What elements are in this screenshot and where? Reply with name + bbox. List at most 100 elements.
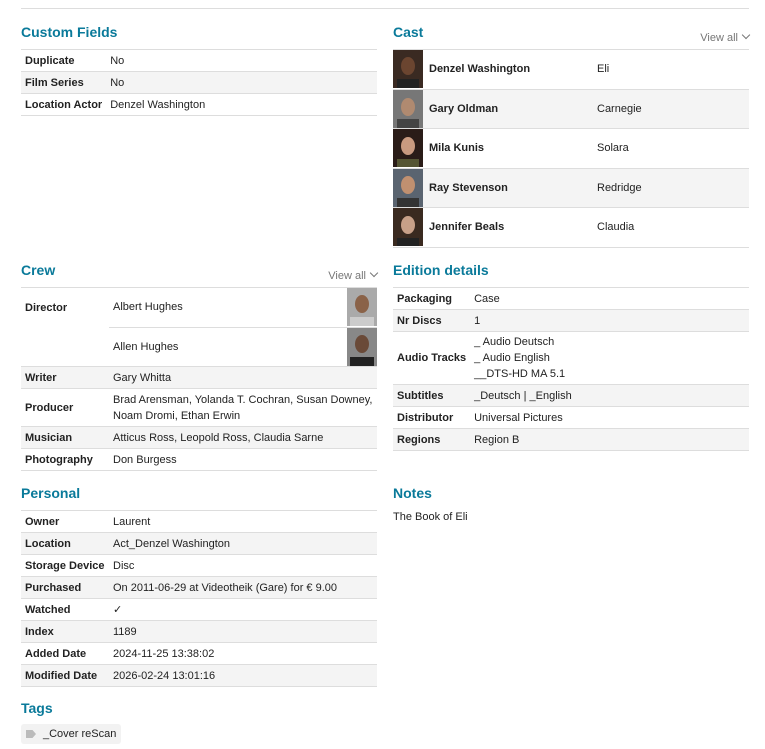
field-label: Packaging — [393, 287, 471, 310]
section-title: Cast — [393, 24, 424, 40]
field-label: Location — [21, 532, 109, 555]
table-row: Musician Atticus Ross, Leopold Ross, Clau… — [21, 426, 377, 449]
field-value[interactable]: Atticus Ross, Leopold Ross, Claudia Sarn… — [109, 426, 377, 449]
section-title: Crew — [21, 262, 56, 278]
actor-photo — [393, 208, 423, 247]
notes-section: Notes The Book of Eli — [393, 483, 749, 523]
field-value: _Deutsch | _English — [470, 384, 749, 407]
field-value: _ Audio Deutsch _ Audio English __DTS-HD M… — [470, 331, 749, 385]
table-row: Regions Region B — [393, 428, 749, 451]
table-row: Subtitles _Deutsch | _English — [393, 384, 749, 407]
cast-row[interactable]: Denzel Washington Eli — [393, 49, 749, 90]
cast-view-all-button[interactable]: View all — [700, 28, 751, 48]
tag-chip[interactable]: _Cover reScan — [21, 724, 122, 744]
cast-row[interactable]: Jennifer Beals Claudia — [393, 207, 749, 248]
field-value: On 2011-06-29 at Videotheik (Gare) for €… — [109, 576, 377, 599]
field-label: Location Actor — [21, 93, 107, 116]
field-label: Film Series — [21, 71, 107, 94]
field-label: Owner — [21, 510, 109, 533]
cast-row[interactable]: Gary Oldman Carnegie — [393, 89, 749, 129]
field-value: Act_Denzel Washington — [109, 532, 377, 555]
crew-section: Crew View all Director Albert Hughes Alle… — [21, 260, 379, 471]
field-value: No — [106, 49, 377, 72]
tag-label: _Cover reScan — [43, 728, 117, 740]
cast-row[interactable]: Mila Kunis Solara — [393, 128, 749, 169]
character-name: Solara — [593, 128, 749, 169]
audio-track: __DTS-HD MA 5.1 — [474, 368, 566, 380]
director-name[interactable]: Allen Hughes — [113, 340, 179, 353]
table-row: Owner Laurent — [21, 510, 377, 533]
actor-name[interactable]: Mila Kunis — [425, 128, 593, 169]
field-label: Modified Date — [21, 664, 109, 687]
field-value: 2026-02-24 13:01:16 — [109, 664, 377, 687]
field-label: Musician — [21, 426, 109, 449]
director-photo — [347, 288, 377, 327]
cast-table: Denzel Washington Eli Gary Oldman Carnegie… — [393, 49, 749, 248]
field-value: Denzel Washington — [106, 93, 377, 116]
field-value: 2024-11-25 13:38:02 — [109, 642, 377, 665]
top-divider — [21, 8, 749, 9]
actor-photo — [393, 89, 423, 128]
table-row: Index 1189 — [21, 620, 377, 643]
tags-section: Tags _Cover reScan — [21, 698, 377, 744]
field-value: Disc — [109, 554, 377, 577]
crew-view-all-button[interactable]: View all — [328, 266, 379, 286]
custom-fields-section: Custom Fields Duplicate No Film Series No … — [21, 22, 377, 116]
actor-photo — [393, 50, 423, 89]
table-row: Added Date 2024-11-25 13:38:02 — [21, 642, 377, 665]
field-value[interactable]: Brad Arensman, Yolanda T. Cochran, Susan… — [109, 388, 377, 427]
table-row: Producer Brad Arensman, Yolanda T. Cochra… — [21, 388, 377, 427]
cast-row[interactable]: Ray Stevenson Redridge — [393, 168, 749, 208]
table-row: Duplicate No — [21, 49, 377, 72]
director-entry[interactable]: Albert Hughes — [109, 287, 377, 328]
table-row: Location Actor Denzel Washington — [21, 93, 377, 116]
field-value: 1 — [470, 309, 749, 332]
table-row: Location Act_Denzel Washington — [21, 532, 377, 555]
field-label: Regions — [393, 428, 471, 451]
field-label: Producer — [21, 388, 109, 427]
table-row: Writer Gary Whitta — [21, 366, 377, 389]
field-value[interactable]: Don Burgess — [109, 448, 377, 471]
field-label: Index — [21, 620, 109, 643]
table-row: Film Series No — [21, 71, 377, 94]
field-label: Director — [21, 287, 109, 367]
field-label: Audio Tracks — [393, 331, 471, 385]
actor-name[interactable]: Ray Stevenson — [425, 168, 593, 208]
field-label: Watched — [21, 598, 109, 621]
field-value: Region B — [470, 428, 749, 451]
audio-track: _ Audio English — [474, 352, 550, 364]
table-row: Packaging Case — [393, 287, 749, 310]
table-row: Audio Tracks _ Audio Deutsch _ Audio Engli… — [393, 331, 749, 385]
director-name[interactable]: Albert Hughes — [113, 301, 183, 314]
personal-table: Owner Laurent Location Act_Denzel Washingt… — [21, 510, 377, 687]
section-title: Notes — [393, 485, 432, 501]
field-label: Nr Discs — [393, 309, 471, 332]
field-label: Purchased — [21, 576, 109, 599]
edition-details-section: Edition details Packaging Case Nr Discs 1 … — [393, 260, 749, 451]
character-name: Claudia — [593, 207, 749, 248]
table-row: Watched ✓ — [21, 598, 377, 621]
checkmark-icon: ✓ — [109, 598, 377, 621]
actor-name[interactable]: Denzel Washington — [425, 49, 593, 90]
table-row: Distributor Universal Pictures — [393, 406, 749, 429]
table-row: Modified Date 2026-02-24 13:01:16 — [21, 664, 377, 687]
view-all-label: View all — [328, 270, 366, 282]
table-row: Purchased On 2011-06-29 at Videotheik (Ga… — [21, 576, 377, 599]
actor-name[interactable]: Jennifer Beals — [425, 207, 593, 248]
table-row: Allen Hughes — [21, 327, 377, 367]
actor-photo — [393, 168, 423, 207]
field-value: Case — [470, 287, 749, 310]
table-row: Photography Don Burgess — [21, 448, 377, 471]
chevron-down-icon — [741, 30, 751, 40]
cast-section: Cast View all Denzel Washington Eli Gary … — [393, 22, 751, 248]
section-title: Tags — [21, 700, 53, 716]
actor-name[interactable]: Gary Oldman — [425, 89, 593, 129]
field-value[interactable]: Gary Whitta — [109, 366, 377, 389]
field-value: Laurent — [109, 510, 377, 533]
director-entry[interactable]: Allen Hughes — [109, 327, 377, 367]
section-title: Personal — [21, 485, 81, 501]
chevron-down-icon — [369, 268, 379, 278]
table-row: Nr Discs 1 — [393, 309, 749, 332]
director-photo — [347, 327, 377, 366]
section-title: Custom Fields — [21, 24, 118, 40]
